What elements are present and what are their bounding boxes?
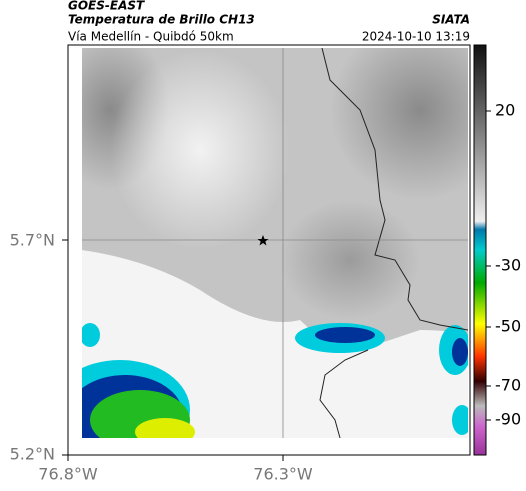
source: SIATA (432, 13, 470, 27)
lon-label: 76.3°W (253, 465, 313, 484)
lat-label: 5.2°N (10, 445, 55, 464)
lat-label: 5.7°N (10, 231, 55, 250)
lon-label: 76.8°W (38, 465, 98, 484)
route: Vía Medellín - Quibdó 50km (68, 30, 234, 44)
map-image (82, 48, 468, 438)
colorbar-label: -70 (495, 376, 521, 395)
colorbar-label: -30 (495, 256, 521, 275)
colorbar-label: -50 (495, 317, 521, 336)
colorbar-label: -90 (495, 410, 521, 429)
colorbar-label: 20 (495, 101, 515, 120)
subtitle: Temperatura de Brillo CH13 (68, 13, 255, 27)
colorbar (473, 44, 487, 456)
title: GOES-EAST (68, 0, 145, 13)
timestamp: 2024-10-10 13:19 (362, 30, 470, 44)
